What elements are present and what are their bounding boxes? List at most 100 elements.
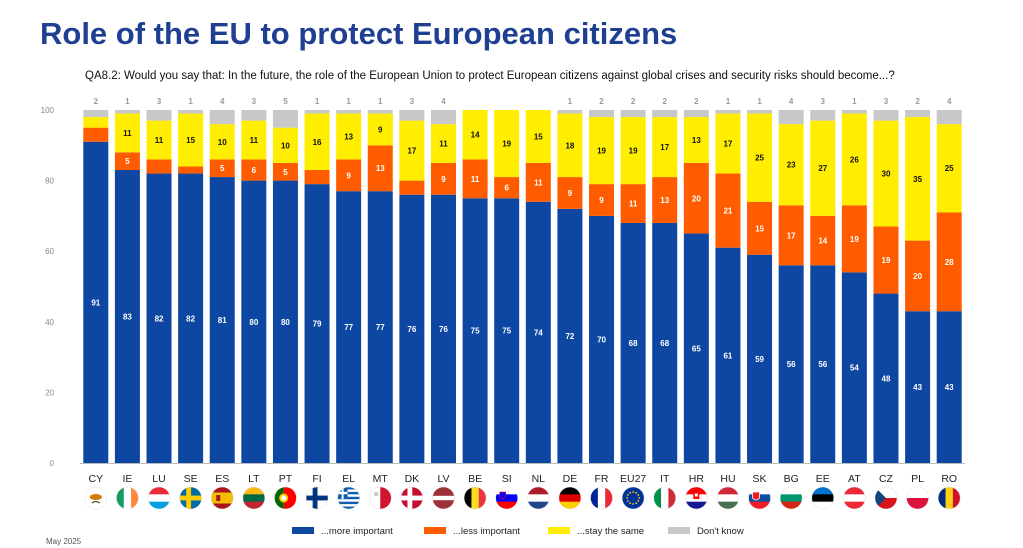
y-tick-label: 20 [45,388,54,397]
data-label-less: 6 [504,184,509,193]
data-label-same: 25 [755,154,764,163]
legend-label-less: ...less important [453,526,520,537]
x-tick-label: SE [184,473,198,485]
bar-segment-same [936,124,962,213]
x-tick-label: HR [689,473,705,485]
bar-segment-dk [652,110,678,118]
data-label-more: 75 [471,327,480,336]
data-label-dk: 4 [441,97,446,106]
bar-segment-dk [178,110,204,114]
bar-segment-less [589,184,615,216]
bar-segment-dk [304,110,330,114]
data-label-same: 15 [186,136,195,145]
bar-segment-same [83,117,109,128]
data-label-more: 54 [850,364,859,373]
hungary-flag-icon [716,486,740,510]
legend-label-same: ...stay the same [577,526,644,537]
bar-segment-dk [905,110,931,118]
data-label-same: 17 [407,147,416,156]
bar-segment-dk [209,110,235,125]
bar-segment-more [589,215,615,463]
x-tick-label: FI [312,473,321,485]
data-label-more: 68 [660,339,669,348]
data-label-dk: 1 [852,97,857,106]
x-tick-label: BE [468,473,482,485]
bar-segment-less [715,173,741,248]
bar-segment-more [905,311,931,463]
data-label-less: 11 [629,200,638,209]
legend-swatch-dk [668,527,690,534]
bar-segment-less [525,162,551,202]
bar-segment-less [747,201,773,255]
bar-segment-more [873,293,899,463]
germany-flag-icon [558,486,582,510]
data-label-dk: 1 [568,97,573,106]
x-tick-label: EU27 [620,473,646,485]
bar-segment-less [905,240,931,312]
data-label-more: 59 [755,355,764,364]
data-label-more: 82 [155,314,164,323]
bar-segment-more [178,173,204,464]
data-label-dk: 1 [378,97,383,106]
bar-segment-less [652,177,678,223]
y-tick-label: 80 [45,177,54,186]
bar-segment-less [367,145,393,192]
denmark-flag-icon [400,486,424,510]
data-label-less: 20 [913,272,922,281]
x-tick-label: EE [816,473,830,485]
bar-segment-dk [747,110,773,114]
x-tick-label: CZ [879,473,894,485]
x-tick-label: MT [373,473,389,485]
slovakia-flag-icon [748,486,771,510]
data-label-less: 5 [125,157,130,166]
data-label-same: 35 [913,175,922,184]
netherlands-flag-icon [527,486,550,510]
bar-segment-dk [272,110,298,128]
data-label-dk: 3 [884,97,889,106]
x-tick-label: HU [720,473,735,485]
x-tick-label: LV [437,473,449,485]
bar-segment-less [336,159,362,192]
bar-segment-same [557,113,583,178]
bar-segment-more [272,180,298,463]
france-flag-icon [590,486,613,510]
estonia-flag-icon [811,486,835,510]
x-tick-label: PT [279,473,293,485]
bar-segment-same [905,117,931,241]
bar-segment-dk [778,110,804,125]
data-label-same: 26 [850,155,859,164]
bar-segment-same [146,120,172,160]
bar-segment-more [494,198,520,463]
data-label-more: 83 [123,313,132,322]
x-tick-label: DK [405,473,420,485]
page-title: Role of the EU to protect European citiz… [40,16,678,51]
bar-segment-less [494,177,520,199]
y-tick-label: 0 [50,459,55,468]
legend-swatch-less [424,527,446,534]
data-label-same: 23 [787,161,796,170]
bar-segment-dk [83,110,109,118]
data-label-same: 9 [378,125,383,134]
data-label-dk: 2 [631,97,636,106]
bar-segment-less [462,159,488,199]
bar-segment-less [810,215,836,266]
bar-segment-dk [430,110,456,125]
data-label-dk: 2 [915,97,920,106]
cyprus-flag-icon [84,486,108,510]
bar-segment-same [367,113,393,146]
data-label-less: 9 [568,189,573,198]
bulgaria-flag-icon [779,486,803,510]
bar-segment-same [178,113,204,167]
data-label-dk: 5 [283,97,288,106]
latvia-flag-icon [432,486,455,510]
bar-segment-dk [841,110,867,114]
data-label-more: 77 [344,323,353,332]
bar-segment-same [778,124,804,206]
data-label-less: 21 [723,207,732,216]
data-label-same: 13 [344,132,353,141]
bar-segment-dk [683,110,709,118]
data-label-same: 10 [218,138,227,147]
bar-segment-same [525,110,551,163]
data-label-less: 19 [882,256,891,265]
data-label-less: 13 [376,164,385,173]
